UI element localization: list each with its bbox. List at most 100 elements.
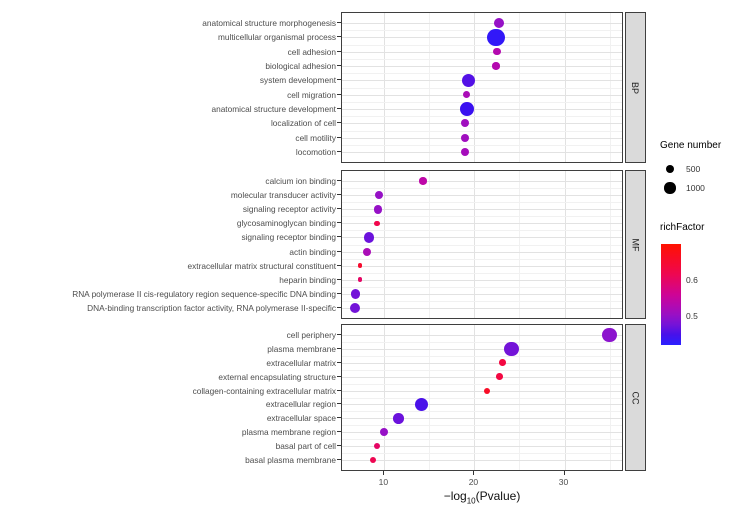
y-axis-tick: [337, 347, 341, 349]
y-gridline-minor: [342, 101, 622, 103]
y-axis-label: cell migration: [287, 89, 336, 100]
y-gridline: [342, 418, 622, 420]
y-axis-tick: [337, 79, 341, 81]
y-axis-label: DNA-binding transcription factor activit…: [87, 303, 336, 313]
y-axis-tick: [337, 334, 341, 335]
y-axis-tick: [337, 136, 341, 138]
y-axis-tick: [337, 403, 341, 405]
facet-panel-bp: [341, 12, 623, 163]
data-point: [463, 90, 471, 99]
y-gridline: [342, 376, 622, 378]
x-axis-tick-label: 10: [378, 477, 389, 487]
y-axis-label: extracellular matrix structural constitu…: [187, 260, 336, 271]
y-gridline: [342, 137, 622, 139]
y-axis-label: RNA polymerase II cis-regulatory region …: [72, 288, 336, 299]
y-gridline: [342, 446, 622, 448]
y-axis-label: plasma membrane: [267, 343, 336, 354]
y-gridline-minor: [342, 58, 622, 60]
data-point: [349, 303, 360, 313]
data-point: [363, 232, 375, 243]
data-point: [374, 443, 381, 450]
y-gridline-minor: [342, 439, 622, 441]
facet-strip-bp: BP: [625, 12, 646, 163]
facet-strip-label: CC: [630, 391, 641, 404]
richfactor-tick-label-06: 0.6: [686, 274, 698, 285]
y-axis-label: cell periphery: [286, 330, 336, 340]
y-gridline: [342, 237, 622, 239]
y-axis-label: localization of cell: [270, 118, 336, 129]
y-gridline-minor: [342, 369, 622, 371]
x-axis-title: −log10(Pvalue): [341, 489, 623, 505]
y-axis-label: glycosaminoglycan binding: [236, 218, 336, 229]
y-gridline: [342, 66, 622, 67]
y-gridline: [342, 152, 622, 153]
y-axis-label: extracellular space: [266, 413, 336, 424]
y-axis-tick: [337, 292, 341, 294]
y-axis-tick: [337, 151, 341, 152]
data-point: [487, 28, 505, 46]
y-axis-label: heparin binding: [279, 274, 336, 285]
data-point: [380, 428, 389, 437]
y-axis-tick: [337, 250, 341, 252]
y-axis-label: collagen-containing extracellular matrix: [192, 385, 336, 396]
y-axis-label: plasma membrane region: [241, 427, 336, 438]
data-point: [499, 359, 506, 367]
y-gridline: [342, 209, 622, 211]
y-gridline: [342, 390, 622, 392]
y-axis-label: anatomical structure development: [211, 104, 336, 114]
data-point: [419, 177, 427, 185]
richfactor-gradient-bar: [661, 244, 681, 345]
y-axis-label: system development: [259, 75, 336, 86]
y-gridline-minor: [342, 130, 622, 132]
y-gridline-minor: [342, 397, 622, 399]
y-gridline: [342, 362, 622, 364]
y-axis-tick: [337, 445, 341, 447]
y-axis-tick: [337, 108, 341, 109]
y-gridline-minor: [342, 144, 622, 146]
facet-panel-cc: [341, 324, 623, 471]
y-axis-label: signaling receptor activity: [242, 204, 336, 215]
y-gridline: [342, 404, 622, 406]
y-axis-tick: [337, 36, 341, 38]
y-gridline: [342, 265, 622, 267]
y-axis-tick: [337, 417, 341, 419]
facet-panel-mf: [341, 170, 623, 319]
data-point: [484, 387, 491, 394]
y-axis-tick: [337, 264, 341, 266]
gene-number-legend-dot-500: [665, 164, 675, 174]
x-axis-tick-label: 30: [558, 477, 569, 487]
y-gridline: [342, 195, 622, 197]
y-gridline-minor: [342, 425, 622, 427]
y-axis-tick: [337, 389, 341, 391]
y-gridline: [342, 348, 622, 350]
y-gridline-minor: [342, 272, 622, 274]
y-gridline-minor: [342, 453, 622, 455]
data-point: [461, 119, 470, 128]
data-point: [504, 341, 519, 357]
y-gridline: [342, 123, 622, 125]
y-axis-label: molecular transducer activity: [230, 190, 336, 201]
data-point: [493, 47, 501, 56]
y-axis-label: extracellular matrix: [266, 357, 336, 368]
y-gridline: [342, 335, 622, 336]
data-point: [461, 73, 475, 87]
y-axis-label: cell motility: [295, 132, 336, 143]
y-gridline: [342, 51, 622, 53]
y-axis-label: actin binding: [289, 246, 336, 257]
y-axis-tick: [337, 180, 341, 181]
data-point: [461, 148, 470, 156]
y-gridline: [342, 80, 622, 82]
y-gridline-minor: [342, 230, 622, 232]
facet-strip-mf: MF: [625, 170, 646, 319]
y-gridline-minor: [342, 73, 622, 75]
y-gridline-minor: [342, 87, 622, 89]
y-axis-label: signaling receptor binding: [241, 232, 336, 243]
facet-strip-label: BP: [630, 81, 641, 94]
data-point: [393, 413, 405, 424]
richfactor-legend-title: richFactor: [660, 222, 705, 233]
data-point: [493, 18, 504, 28]
x-axis-title-suffix: (Pvalue): [475, 489, 521, 503]
y-axis-label: biological adhesion: [265, 61, 336, 71]
y-axis-label: external encapsulating structure: [218, 371, 336, 382]
